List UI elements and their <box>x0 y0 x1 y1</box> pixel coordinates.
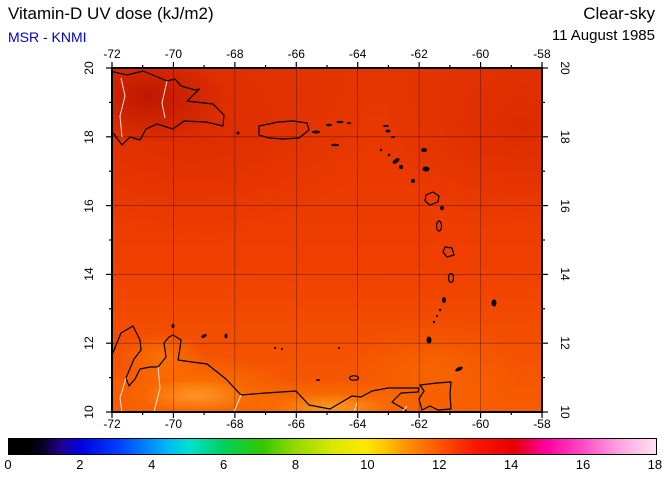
lon-tick-label: -64 <box>349 417 367 431</box>
lat-tick-label: 12 <box>82 336 96 350</box>
colorbar-tick-label: 6 <box>220 457 228 472</box>
virgin-islands <box>236 120 351 147</box>
lat-tick-label: 18 <box>82 130 96 144</box>
lon-tick-label: -58 <box>533 47 551 61</box>
bottom-longitude-axis: -72 -70 -68 -66 -64 -62 -60 -58 <box>95 417 559 431</box>
source-label: MSR - KNMI <box>8 29 87 45</box>
top-longitude-axis: -72 -70 -68 -66 -64 -62 -60 -58 <box>95 47 559 61</box>
lon-tick-label: -58 <box>533 417 551 431</box>
lat-tick-label: 20 <box>82 61 96 75</box>
lon-tick-label: -68 <box>226 47 244 61</box>
lon-tick-label: -70 <box>164 417 183 431</box>
map-plot-area <box>102 58 552 422</box>
map-canvas <box>106 62 548 418</box>
trinidad-coastline <box>418 381 452 411</box>
lon-tick-label: -66 <box>287 417 305 431</box>
uv-dose-field <box>112 68 542 412</box>
lat-tick-label: 16 <box>558 198 572 213</box>
lon-tick-label: -64 <box>349 47 367 61</box>
sky-condition-label: Clear-sky <box>583 4 655 23</box>
colorbar-gradient <box>8 438 657 455</box>
date-label: 11 August 1985 <box>551 27 655 44</box>
left-latitude-axis: 20 18 16 14 12 10 <box>74 53 104 427</box>
lon-tick-label: -62 <box>410 417 428 431</box>
lat-tick-label: 14 <box>558 267 572 282</box>
graticule-grid <box>112 68 542 412</box>
colorbar-tick-label: 12 <box>432 457 447 472</box>
lat-tick-label: 12 <box>558 336 572 350</box>
colorbar-tick-label: 18 <box>647 457 663 472</box>
colorbar-tick-label: 16 <box>575 457 591 472</box>
colorbar-tick-label: 10 <box>360 457 375 472</box>
page-title: Vitamin-D UV dose (kJ/m2) <box>8 4 214 23</box>
colorbar-tick-label: 14 <box>503 457 519 472</box>
lon-tick-label: -72 <box>103 417 121 431</box>
lon-tick-label: -60 <box>471 417 490 431</box>
lat-tick-label: 16 <box>82 198 96 213</box>
lon-tick-label: -68 <box>226 417 244 431</box>
colorbar-tick-label: 0 <box>4 457 12 472</box>
venezuelan-offshore-islands <box>171 324 360 381</box>
border-lines <box>119 77 408 412</box>
colorbar-labels: 0 2 4 6 8 10 12 14 16 18 <box>0 457 665 472</box>
lat-tick-label: 20 <box>558 61 572 75</box>
lat-tick-label: 14 <box>82 267 96 282</box>
right-latitude-axis: 20 18 16 14 12 10 <box>550 53 580 427</box>
hispaniola-coastline <box>112 70 225 146</box>
colorbar-tick-label: 4 <box>148 457 156 472</box>
lon-tick-label: -60 <box>471 47 490 61</box>
lon-tick-label: -66 <box>287 47 305 61</box>
lon-tick-label: -72 <box>103 47 121 61</box>
lon-tick-label: -62 <box>410 47 428 61</box>
lat-tick-label: 18 <box>558 130 572 144</box>
lon-tick-label: -70 <box>164 47 183 61</box>
colorbar-tick-label: 8 <box>291 457 300 472</box>
puerto-rico-coastline <box>258 120 310 140</box>
axis-ticks <box>106 62 548 418</box>
lesser-antilles-islands <box>379 125 497 372</box>
colorbar-tick-label: 2 <box>76 457 84 472</box>
